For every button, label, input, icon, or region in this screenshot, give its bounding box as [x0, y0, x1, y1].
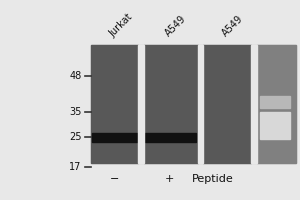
Bar — [198, 45, 203, 163]
Text: −: − — [110, 174, 119, 184]
Bar — [144, 45, 198, 163]
Text: 17: 17 — [69, 162, 82, 172]
Text: Jurkat: Jurkat — [107, 12, 134, 39]
Bar — [91, 45, 296, 163]
Text: 48: 48 — [69, 71, 82, 81]
Text: A549: A549 — [220, 14, 245, 39]
Bar — [257, 45, 296, 163]
Bar — [138, 45, 144, 163]
Text: 25: 25 — [69, 132, 82, 142]
Bar — [260, 112, 290, 139]
Text: 35: 35 — [69, 107, 82, 117]
Text: Peptide: Peptide — [192, 174, 233, 184]
Bar — [203, 45, 251, 163]
Text: A549: A549 — [164, 14, 189, 39]
Text: +: + — [165, 174, 174, 184]
Bar — [145, 133, 196, 142]
Bar — [91, 45, 138, 163]
Bar — [92, 133, 137, 142]
Bar — [260, 96, 290, 108]
Bar — [251, 45, 257, 163]
